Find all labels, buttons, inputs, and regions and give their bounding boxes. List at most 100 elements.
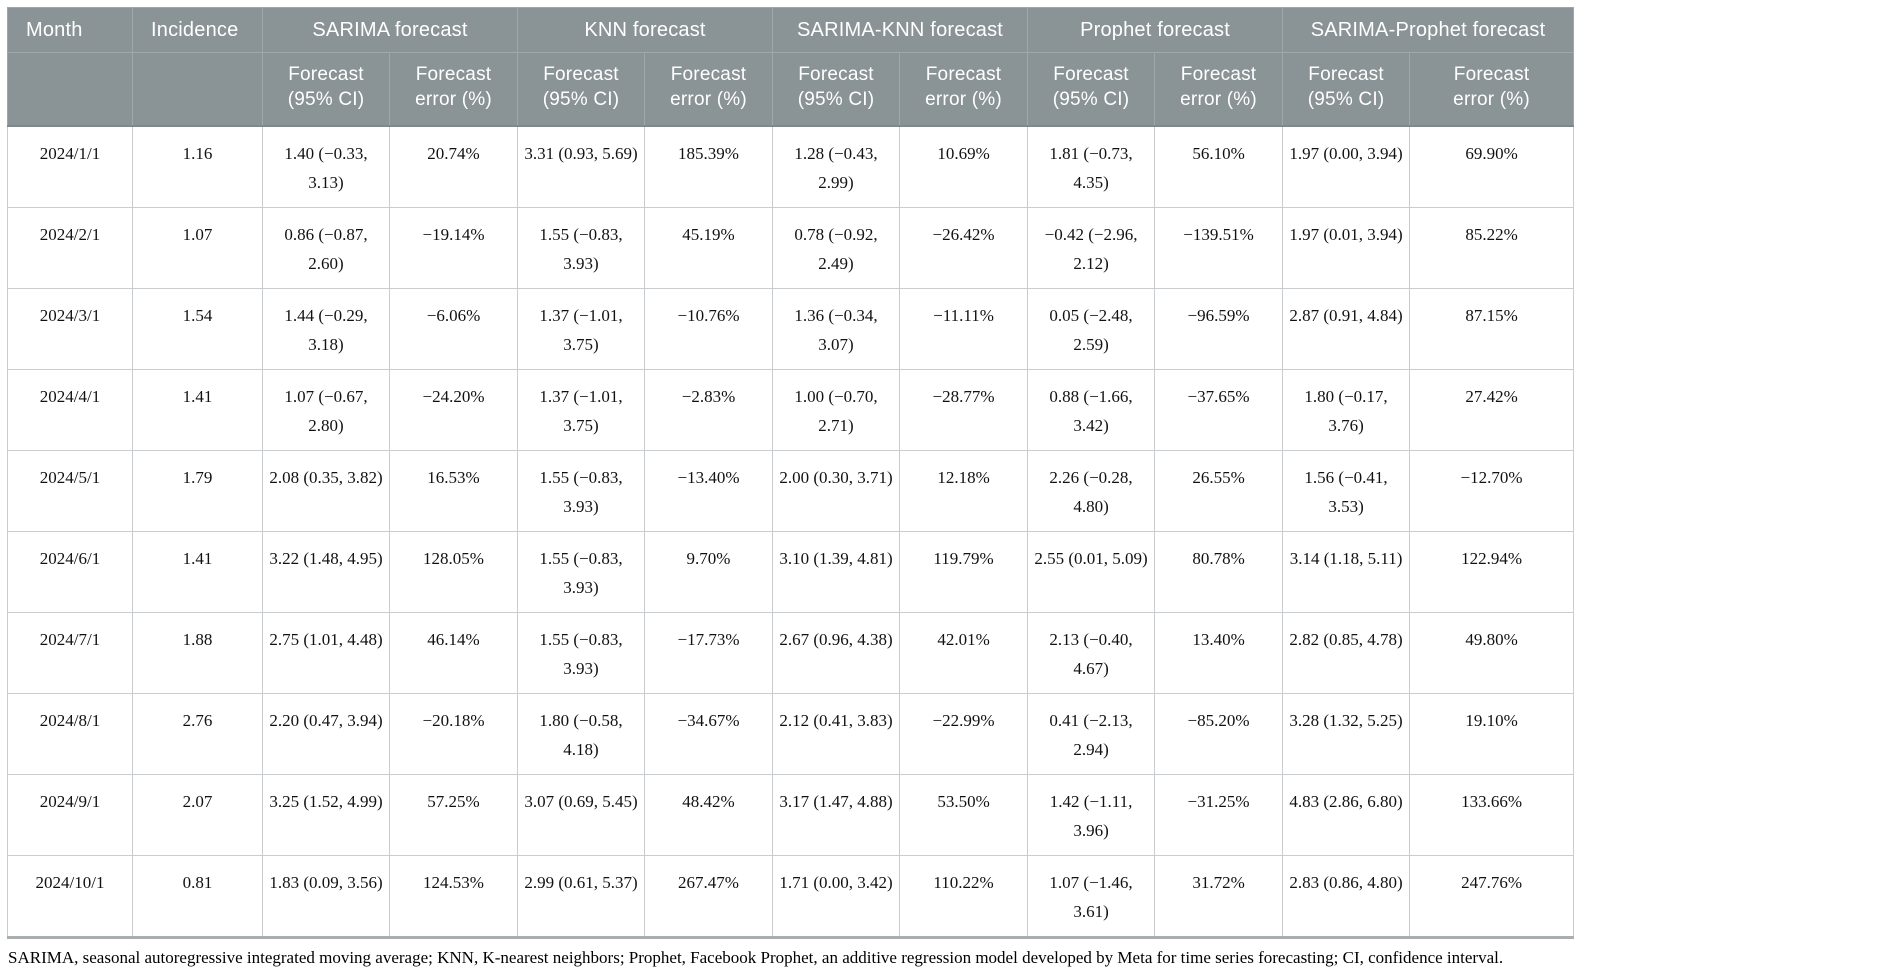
ci-value: 1.97 (0.01, 3.94) — [1289, 225, 1403, 244]
ci-value: 2.08 (0.35, 3.82) — [269, 468, 383, 487]
table-row: 2024/4/1 1.41 1.07 (−0.67, 2.80) −24.20%… — [7, 369, 1575, 451]
prophet-ci-cell: 2.55 (0.01, 5.09) — [1027, 531, 1156, 613]
prophet-error-cell: −37.65% — [1154, 369, 1284, 451]
ci-value: 1.36 (−0.34, 3.07) — [794, 306, 878, 355]
subheader-sarima-knn-forecast: Forecast (95% CI) — [772, 52, 901, 127]
subheader-label: Forecast (95% CI) — [797, 64, 875, 111]
subheader-label: Forecast error (%) — [1453, 64, 1530, 111]
incidence-cell: 1.88 — [132, 612, 263, 694]
knn-ci-cell: 1.37 (−1.01, 3.75) — [517, 369, 645, 451]
ci-value: 3.25 (1.52, 4.99) — [269, 792, 383, 811]
ci-value: 0.88 (−1.66, 3.42) — [1049, 387, 1133, 436]
sarima-ci-cell: 1.44 (−0.29, 3.18) — [262, 288, 390, 370]
ci-value: 2.87 (0.91, 4.84) — [1289, 306, 1403, 325]
prophet-error-cell: −85.20% — [1154, 693, 1284, 775]
ci-value: 1.80 (−0.17, 3.76) — [1304, 387, 1388, 436]
ci-value: 1.97 (0.00, 3.94) — [1289, 144, 1403, 163]
sarima-error-cell: −6.06% — [389, 288, 518, 370]
prophet-error-cell: 80.78% — [1154, 531, 1284, 613]
incidence-cell: 1.41 — [132, 369, 263, 451]
sarima-prophet-error-cell: 49.80% — [1409, 612, 1575, 694]
sarima-error-cell: −24.20% — [389, 369, 518, 451]
table-row: 2024/6/1 1.41 3.22 (1.48, 4.95) 128.05% … — [7, 531, 1575, 613]
ci-value: 2.55 (0.01, 5.09) — [1034, 549, 1148, 568]
prophet-ci-cell: 0.88 (−1.66, 3.42) — [1027, 369, 1156, 451]
sarima-error-cell: 20.74% — [389, 125, 518, 208]
sarima-ci-cell: 1.40 (−0.33, 3.13) — [262, 125, 390, 208]
ci-value: 1.83 (0.09, 3.56) — [269, 873, 383, 892]
knn-error-cell: 267.47% — [643, 855, 774, 939]
group-header-sarima: SARIMA forecast — [262, 7, 518, 53]
ci-value: 2.26 (−0.28, 4.80) — [1049, 468, 1133, 517]
subheader-label: Forecast (95% CI) — [1052, 64, 1130, 111]
sarima-knn-error-cell: 10.69% — [899, 125, 1029, 208]
forecast-comparison-table: Month Incidence SARIMA forecast KNN fore… — [7, 7, 1575, 939]
group-header-sarima-knn: SARIMA-KNN forecast — [772, 7, 1029, 53]
knn-error-cell: −2.83% — [643, 369, 774, 451]
subheader-label: Forecast error (%) — [1180, 64, 1257, 111]
prophet-ci-cell: 2.26 (−0.28, 4.80) — [1027, 450, 1156, 532]
knn-ci-cell: 1.55 (−0.83, 3.93) — [517, 450, 645, 532]
sarima-prophet-error-cell: 27.42% — [1409, 369, 1575, 451]
sarima-knn-error-cell: 119.79% — [899, 531, 1029, 613]
knn-ci-cell: 1.80 (−0.58, 4.18) — [517, 693, 645, 775]
sarima-knn-ci-cell: 1.36 (−0.34, 3.07) — [772, 288, 901, 370]
sarima-ci-cell: 1.07 (−0.67, 2.80) — [262, 369, 390, 451]
ci-value: 3.31 (0.93, 5.69) — [524, 144, 638, 163]
sarima-error-cell: 128.05% — [389, 531, 518, 613]
month-cell: 2024/5/1 — [7, 450, 133, 532]
sarima-error-cell: 46.14% — [389, 612, 518, 694]
sarima-knn-error-cell: 53.50% — [899, 774, 1029, 856]
knn-error-cell: −13.40% — [643, 450, 774, 532]
prophet-ci-cell: 0.05 (−2.48, 2.59) — [1027, 288, 1156, 370]
month-cell: 2024/9/1 — [7, 774, 133, 856]
sarima-knn-ci-cell: 2.67 (0.96, 4.38) — [772, 612, 901, 694]
knn-error-cell: 45.19% — [643, 207, 774, 289]
table-row: 2024/1/1 1.16 1.40 (−0.33, 3.13) 20.74% … — [7, 125, 1575, 208]
knn-ci-cell: 1.37 (−1.01, 3.75) — [517, 288, 645, 370]
prophet-error-cell: 26.55% — [1154, 450, 1284, 532]
ci-value: 2.12 (0.41, 3.83) — [779, 711, 893, 730]
knn-error-cell: −10.76% — [643, 288, 774, 370]
knn-ci-cell: 1.55 (−0.83, 3.93) — [517, 612, 645, 694]
ci-value: 3.17 (1.47, 4.88) — [779, 792, 893, 811]
sarima-knn-error-cell: 110.22% — [899, 855, 1029, 939]
month-cell: 2024/8/1 — [7, 693, 133, 775]
ci-value: 2.67 (0.96, 4.38) — [779, 630, 893, 649]
incidence-cell: 0.81 — [132, 855, 263, 939]
knn-ci-cell: 3.07 (0.69, 5.45) — [517, 774, 645, 856]
sarima-knn-error-cell: −28.77% — [899, 369, 1029, 451]
ci-value: 1.56 (−0.41, 3.53) — [1304, 468, 1388, 517]
sarima-prophet-ci-cell: 1.97 (0.00, 3.94) — [1282, 125, 1411, 208]
sarima-ci-cell: 3.22 (1.48, 4.95) — [262, 531, 390, 613]
knn-error-cell: 48.42% — [643, 774, 774, 856]
table-row: 2024/8/1 2.76 2.20 (0.47, 3.94) −20.18% … — [7, 693, 1575, 775]
incidence-cell: 1.07 — [132, 207, 263, 289]
sarima-prophet-ci-cell: 1.80 (−0.17, 3.76) — [1282, 369, 1411, 451]
sarima-error-cell: −20.18% — [389, 693, 518, 775]
knn-error-cell: 185.39% — [643, 125, 774, 208]
subheader-label: Forecast (95% CI) — [287, 64, 365, 111]
col-header-incidence: Incidence — [132, 7, 263, 53]
sarima-knn-ci-cell: 2.00 (0.30, 3.71) — [772, 450, 901, 532]
ci-value: 2.20 (0.47, 3.94) — [269, 711, 383, 730]
ci-value: 2.13 (−0.40, 4.67) — [1049, 630, 1133, 679]
sarima-ci-cell: 1.83 (0.09, 3.56) — [262, 855, 390, 939]
prophet-error-cell: −139.51% — [1154, 207, 1284, 289]
subheader-label: Forecast error (%) — [925, 64, 1002, 111]
table-row: 2024/3/1 1.54 1.44 (−0.29, 3.18) −6.06% … — [7, 288, 1575, 370]
table-body: 2024/1/1 1.16 1.40 (−0.33, 3.13) 20.74% … — [7, 125, 1575, 939]
month-cell: 2024/7/1 — [7, 612, 133, 694]
prophet-ci-cell: 1.42 (−1.11, 3.96) — [1027, 774, 1156, 856]
sarima-error-cell: −19.14% — [389, 207, 518, 289]
ci-value: 1.28 (−0.43, 2.99) — [794, 144, 878, 193]
sarima-knn-ci-cell: 1.28 (−0.43, 2.99) — [772, 125, 901, 208]
knn-error-cell: −34.67% — [643, 693, 774, 775]
ci-value: 1.42 (−1.11, 3.96) — [1049, 792, 1133, 841]
sarima-knn-ci-cell: 3.17 (1.47, 4.88) — [772, 774, 901, 856]
table-row: 2024/2/1 1.07 0.86 (−0.87, 2.60) −19.14%… — [7, 207, 1575, 289]
month-cell: 2024/3/1 — [7, 288, 133, 370]
ci-value: 2.83 (0.86, 4.80) — [1289, 873, 1403, 892]
sarima-error-cell: 16.53% — [389, 450, 518, 532]
table-footnote: SARIMA, seasonal autoregressive integrat… — [8, 948, 1504, 967]
